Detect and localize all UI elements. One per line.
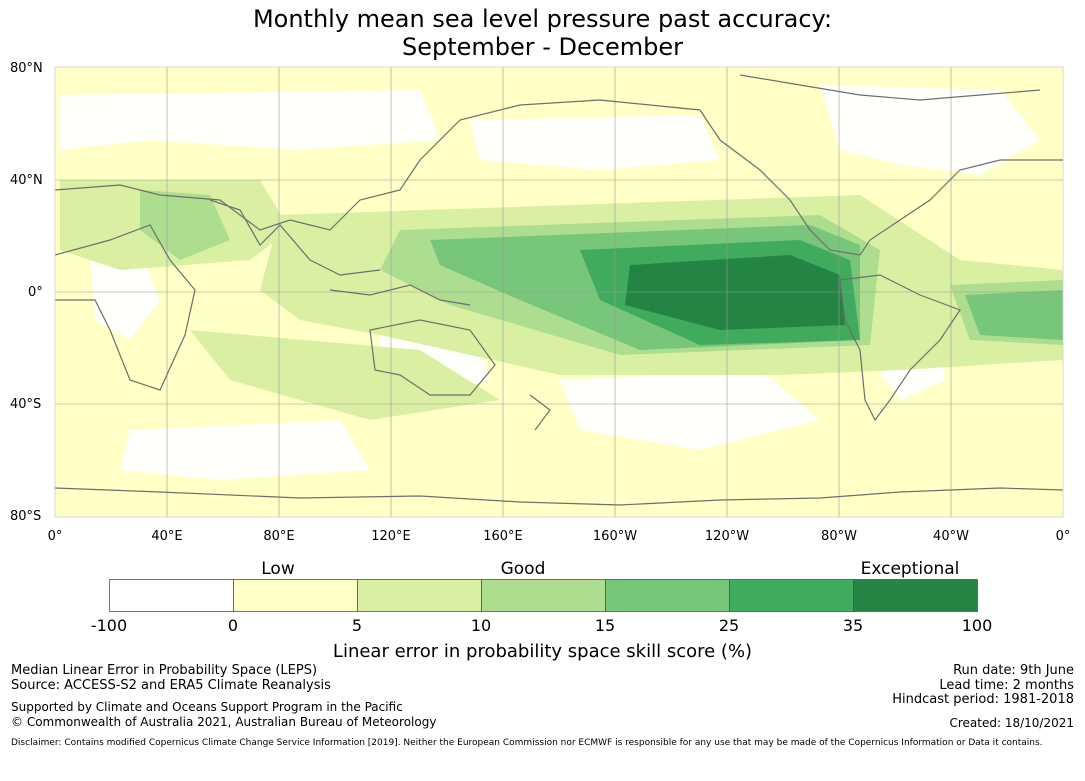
lon-label: 80°W (821, 529, 857, 544)
lon-label: 0° (47, 529, 63, 544)
colorbar-label: Linear error in probability space skill … (332, 641, 753, 662)
region-5-10-southern (190, 330, 500, 420)
region-low-southern-ocean (120, 420, 370, 480)
footer-hindcast-period: Hindcast period: 1981-2018 (892, 692, 1074, 707)
colorbar-tick: -100 (90, 616, 128, 635)
footer-source: Source: ACCESS-S2 and ERA5 Climate Reana… (11, 678, 331, 693)
region-low-north-pacific (470, 115, 720, 170)
lat-label: 0° (28, 285, 43, 300)
colorbar (109, 579, 978, 612)
coast-south-asia (209, 199, 381, 276)
footer-created: Created: 18/10/2021 (949, 716, 1074, 730)
coast-south-america (839, 274, 961, 422)
disclaimer: Disclaimer: Contains modified Copernicus… (11, 738, 1043, 748)
colorbar-tick: 100 (961, 616, 993, 635)
lon-label: 40°E (151, 529, 183, 544)
footer-support: Supported by Climate and Oceans Support … (11, 700, 403, 714)
colorbar-swatch (729, 579, 854, 612)
category-low: Low (261, 559, 295, 579)
colorbar-swatch (481, 579, 606, 612)
colorbar-swatch (357, 579, 482, 612)
colorbar-swatch (109, 579, 234, 612)
lat-label: 80°S (10, 509, 42, 524)
lat-label: 40°N (10, 173, 43, 188)
region-15-25-atlantic (965, 290, 1063, 340)
map-title-line-1: Monthly mean sea level pressure past acc… (252, 5, 833, 33)
region-10-15-arabia (140, 190, 230, 260)
skill-regions (60, 85, 1063, 480)
colorbar-tick: 10 (470, 616, 492, 635)
colorbar-tick: 5 (351, 616, 363, 635)
region-low-south-pacific (560, 370, 820, 450)
footer-method: Median Linear Error in Probability Space… (11, 663, 318, 678)
coast-africa (55, 224, 196, 391)
coast-north-america (719, 139, 1063, 256)
region-low-africa (90, 250, 160, 340)
colorbar-tick: 0 (227, 616, 239, 635)
category-exceptional: Exceptional (860, 559, 960, 579)
category-good: Good (500, 559, 546, 579)
colorbar-tick: 25 (718, 616, 740, 635)
lon-label: 160°E (483, 529, 523, 544)
lon-label: 0° (1055, 529, 1071, 544)
region-low-eurasia (60, 90, 440, 150)
lat-label: 80°N (10, 61, 43, 76)
region-low-north-america (820, 85, 1040, 175)
colorbar-tick: 35 (842, 616, 864, 635)
coast-eurasia (55, 99, 721, 231)
colorbar-swatch (605, 579, 730, 612)
region-35-100 (625, 255, 845, 330)
graticule (55, 67, 1063, 517)
map-frame (54, 66, 1064, 518)
coast-antarctica (55, 487, 1063, 506)
footer-lead-time: Lead time: 2 months (939, 678, 1074, 693)
coastlines (55, 74, 1063, 506)
lon-label: 120°E (371, 529, 411, 544)
coast-arctic (739, 74, 1041, 101)
lat-label: 40°S (10, 397, 42, 412)
lon-label: 40°W (933, 529, 969, 544)
coast-australia (369, 319, 496, 396)
coast-new-zealand (529, 394, 551, 431)
footer-run-date: Run date: 9th June (953, 663, 1074, 678)
lon-label: 160°W (592, 529, 638, 544)
coast-maritime (329, 284, 471, 306)
lon-label: 80°E (263, 529, 295, 544)
map-title-line-2: September - December (401, 33, 684, 61)
footer-copyright: © Commonwealth of Australia 2021, Austra… (11, 715, 437, 729)
colorbar-swatch (853, 579, 978, 612)
lon-label: 120°W (704, 529, 750, 544)
colorbar-swatch (233, 579, 358, 612)
colorbar-tick: 15 (594, 616, 616, 635)
